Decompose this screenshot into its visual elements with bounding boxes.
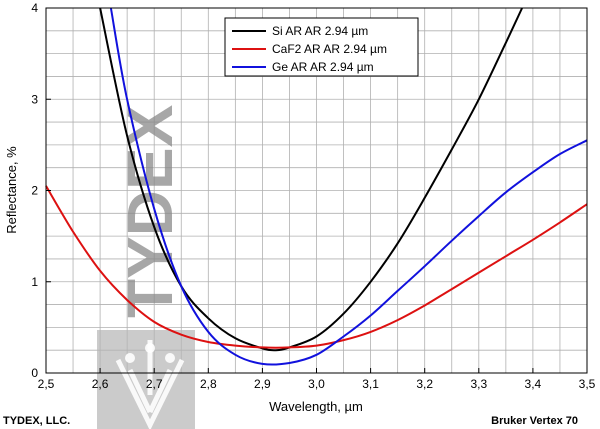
footer-company: TYDEX, LLC. [3, 415, 70, 427]
legend: Si AR AR 2.94 µm CaF2 AR AR 2.94 µm Ge AR … [224, 17, 419, 77]
x-tick-label: 2,7 [146, 377, 163, 391]
x-tick-label: 3,1 [362, 377, 379, 391]
series-line-2 [109, 7, 588, 366]
x-tick-label: 3,3 [470, 377, 487, 391]
x-tick-label: 2,9 [254, 377, 271, 391]
watermark-text: TYDEX [114, 104, 186, 318]
footer-instrument: Bruker Vertex 70 [491, 415, 578, 427]
y-axis-title: Reflectance, % [4, 146, 19, 234]
axis-ticks: 2,5 2,6 2,7 2,8 2,9 3,0 3,1 3,2 3,3 3,4 3,5 0 1 2 3 4 [31, 1, 595, 391]
y-tick-label: 0 [31, 366, 38, 380]
x-tick-label: 2,6 [92, 377, 109, 391]
x-tick-label: 2,5 [38, 377, 55, 391]
y-tick-label: 3 [31, 92, 38, 106]
x-axis-title: Wavelength, µm [269, 399, 363, 414]
tydex-watermark: TYDEX [97, 104, 195, 429]
legend-label: Si AR AR 2.94 µm [272, 24, 368, 38]
x-tick-label: 3,2 [416, 377, 433, 391]
y-tick-label: 4 [31, 1, 38, 15]
data-series [45, 7, 588, 366]
x-tick-label: 3,4 [525, 377, 542, 391]
x-tick-label: 3,5 [579, 377, 596, 391]
series-line-1 [45, 185, 588, 349]
y-tick-label: 1 [31, 275, 38, 289]
x-tick-label: 2,8 [200, 377, 217, 391]
y-tick-label: 2 [31, 184, 38, 198]
x-tick-label: 3,0 [308, 377, 325, 391]
legend-label: Ge AR AR 2.94 µm [272, 60, 374, 74]
legend-label: CaF2 AR AR 2.94 µm [272, 42, 387, 56]
